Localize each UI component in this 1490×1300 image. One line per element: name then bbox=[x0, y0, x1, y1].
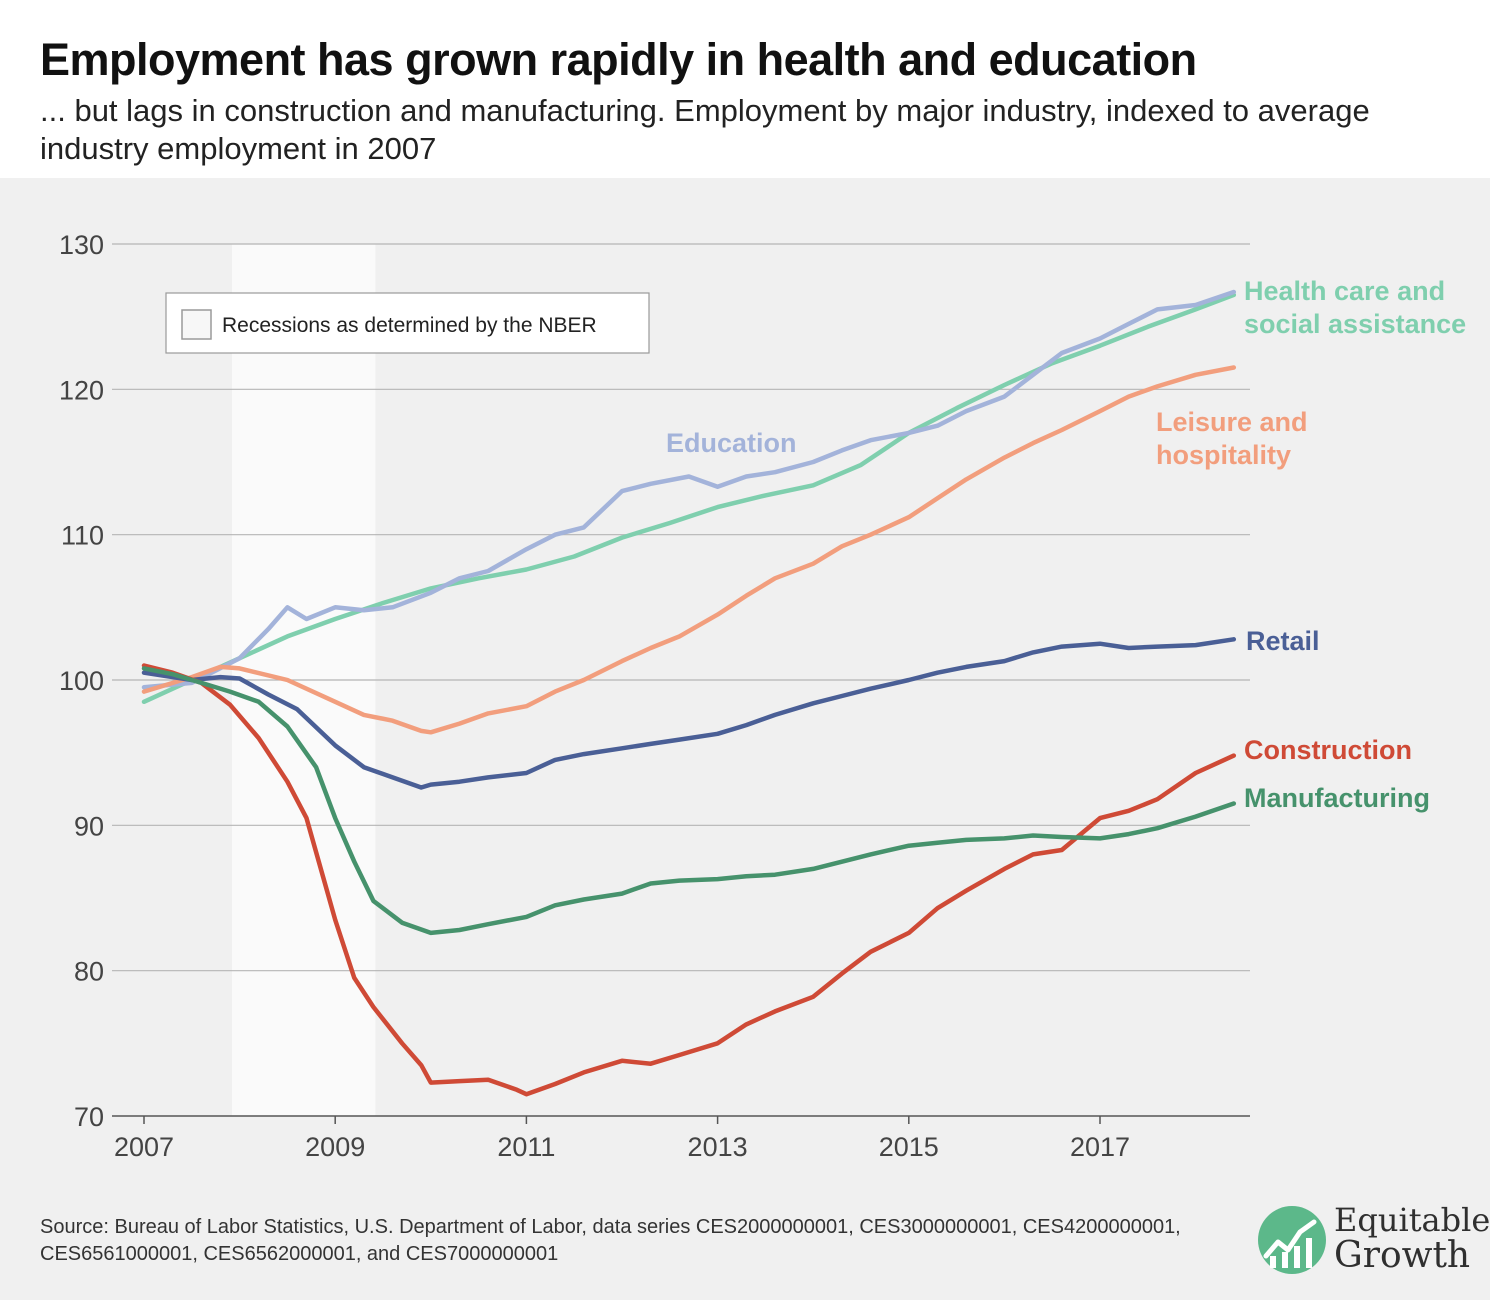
series-label-leisure-line-2: hospitality bbox=[1156, 440, 1291, 470]
chart-title: Employment has grown rapidly in health a… bbox=[40, 34, 1197, 85]
series-line-construction bbox=[141, 663, 1237, 1097]
y-tick-label-80: 80 bbox=[74, 957, 104, 987]
x-tick-label-2007: 2007 bbox=[114, 1132, 174, 1162]
legend-swatch bbox=[181, 309, 212, 340]
logo-line-1: Equitable bbox=[1334, 1201, 1490, 1239]
series-line-leisure bbox=[141, 365, 1237, 735]
source-note: Source: Bureau of Labor Statistics, U.S.… bbox=[40, 1216, 1181, 1265]
series-line-education bbox=[141, 289, 1237, 690]
logo-text: Equitable Growth bbox=[1334, 1202, 1490, 1274]
series-line-manufacturing bbox=[141, 666, 1237, 936]
x-tick-label-2011: 2011 bbox=[497, 1132, 555, 1162]
x-tick-label-2015: 2015 bbox=[879, 1132, 939, 1162]
series-label-construction: Construction bbox=[1244, 735, 1412, 765]
legend-box bbox=[165, 292, 650, 354]
series-line-health bbox=[141, 292, 1237, 705]
x-tick-label-2017: 2017 bbox=[1070, 1132, 1130, 1162]
logo-line-2: Growth bbox=[1334, 1235, 1471, 1276]
series-line-retail bbox=[141, 637, 1237, 790]
series-label-health-line-2: social assistance bbox=[1244, 309, 1466, 339]
x-tick-label-2009: 2009 bbox=[305, 1132, 365, 1162]
y-tick-label-120: 120 bbox=[59, 375, 104, 405]
legend-label: Recessions as determined by the NBER bbox=[222, 314, 597, 337]
y-tick-label-110: 110 bbox=[61, 521, 104, 551]
logo-mark-icon bbox=[1258, 1206, 1326, 1274]
series-label-education: Education bbox=[666, 428, 797, 458]
y-tick-label-130: 130 bbox=[59, 230, 104, 260]
chart-subtitle: ... but lags in construction and manufac… bbox=[40, 93, 1370, 166]
x-tick-label-2013: 2013 bbox=[688, 1132, 748, 1162]
y-tick-label-70: 70 bbox=[74, 1102, 104, 1132]
equitable-growth-logo: Equitable Growth bbox=[1256, 1200, 1490, 1280]
series-label-retail: Retail bbox=[1246, 626, 1320, 656]
series-label-leisure-line-1: Leisure and bbox=[1156, 407, 1308, 437]
y-tick-label-100: 100 bbox=[59, 666, 104, 696]
series-label-manufacturing: Manufacturing bbox=[1244, 783, 1430, 813]
series-label-health-line-1: Health care and bbox=[1244, 276, 1445, 306]
y-tick-label-90: 90 bbox=[74, 811, 104, 841]
